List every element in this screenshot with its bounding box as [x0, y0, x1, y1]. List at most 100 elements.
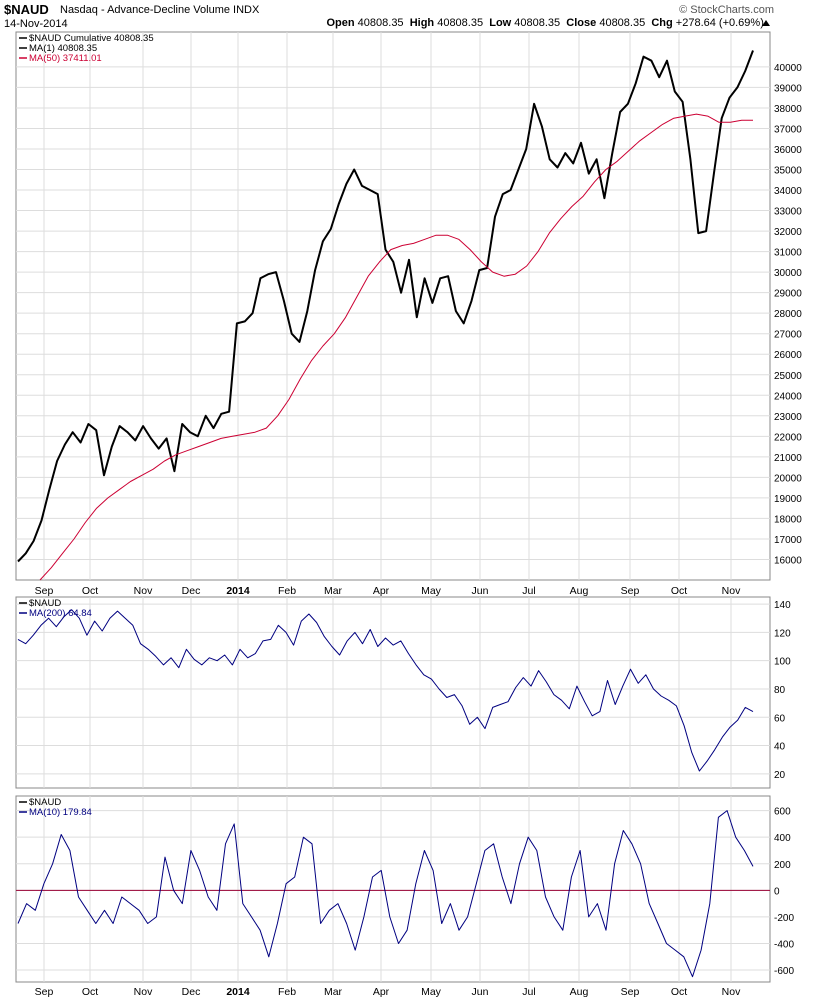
x-tick-label: Nov	[134, 986, 153, 998]
y-tick-label: 20	[774, 770, 786, 781]
y-tick-label: 40000	[774, 63, 802, 74]
y-tick-label: 18000	[774, 514, 802, 525]
y-tick-label: 31000	[774, 248, 802, 259]
y-tick-label: 20000	[774, 473, 802, 484]
close-value: 40808.35	[599, 17, 646, 29]
quote-summary: Open 40808.35 High 40808.35 Low 40808.35…	[326, 17, 770, 29]
high-value: 40808.35	[437, 17, 484, 29]
y-tick-label: 400	[774, 833, 791, 844]
low-value: 40808.35	[514, 17, 561, 29]
x-tick-label: May	[421, 986, 442, 998]
x-tick-label: Jul	[522, 585, 535, 597]
x-tick-label: Nov	[722, 986, 741, 998]
x-tick-label: Aug	[570, 986, 589, 998]
legend-entry: MA(200) 64.84	[29, 608, 92, 619]
x-tick-label: Oct	[671, 986, 687, 998]
x-tick-label: Oct	[82, 585, 98, 597]
panel-3-series-1-line	[17, 810, 754, 978]
x-tick-label: Jun	[472, 585, 489, 597]
legend-entry: $NAUD	[29, 598, 61, 609]
chart-header: $NAUD Nasdaq - Advance-Decline Volume IN…	[0, 0, 820, 32]
y-tick-label: 24000	[774, 391, 802, 402]
y-tick-label: 16000	[774, 555, 802, 566]
legend-entry: $NAUD Cumulative 40808.35	[29, 33, 154, 44]
y-tick-label: 200	[774, 860, 791, 871]
y-tick-label: 38000	[774, 104, 802, 115]
y-tick-label: 37000	[774, 124, 802, 135]
y-tick-label: 100	[774, 657, 791, 668]
stockcharts-watermark: © StockCharts.com	[679, 4, 774, 16]
y-tick-label: 36000	[774, 145, 802, 156]
change-value: +278.64 (+0.69%)	[675, 17, 764, 29]
y-tick-label: 29000	[774, 289, 802, 300]
y-tick-label: 40	[774, 742, 786, 753]
y-tick-label: 39000	[774, 83, 802, 94]
y-tick-label: 27000	[774, 330, 802, 341]
panel-2-series-1-line	[17, 609, 754, 772]
y-tick-label: 23000	[774, 412, 802, 423]
y-tick-label: 33000	[774, 207, 802, 218]
exchange-label: INDX	[233, 4, 260, 16]
y-tick-label: 140	[774, 600, 791, 611]
x-tick-label: Nov	[134, 585, 153, 597]
y-tick-label: 21000	[774, 453, 802, 464]
y-tick-label: 17000	[774, 535, 802, 546]
x-tick-label: Dec	[182, 986, 201, 998]
panel-1-series-2-line	[39, 113, 753, 581]
y-tick-label: 22000	[774, 432, 802, 443]
x-tick-label: Sep	[621, 585, 640, 597]
y-tick-label: -400	[774, 939, 794, 950]
y-tick-label: -600	[774, 966, 794, 977]
y-tick-label: 60	[774, 713, 786, 724]
x-tick-label: Sep	[35, 986, 54, 998]
x-tick-label: Apr	[373, 585, 390, 597]
x-tick-label: Oct	[82, 986, 98, 998]
x-tick-label: Aug	[570, 585, 589, 597]
panel-1-series-1-line	[17, 50, 754, 563]
x-tick-label: Mar	[324, 986, 343, 998]
legend-entry: $NAUD	[29, 797, 61, 808]
open-value: 40808.35	[357, 17, 404, 29]
x-tick-label: Feb	[278, 585, 296, 597]
high-label: High	[409, 17, 435, 29]
y-tick-label: 80	[774, 685, 786, 696]
y-tick-label: 26000	[774, 350, 802, 361]
symbol-title: $NAUD	[4, 2, 49, 17]
legend-entry: MA(10) 179.84	[29, 807, 92, 818]
y-tick-label: 30000	[774, 268, 802, 279]
x-tick-label: Dec	[182, 585, 201, 597]
panel-2-frame	[15, 596, 771, 789]
y-tick-label: 32000	[774, 227, 802, 238]
y-tick-label: -200	[774, 913, 794, 924]
y-tick-label: 25000	[774, 371, 802, 382]
x-tick-label: Jun	[472, 986, 489, 998]
y-tick-label: 28000	[774, 309, 802, 320]
x-tick-label: Sep	[35, 585, 54, 597]
x-tick-label: Nov	[722, 585, 741, 597]
x-tick-label: 2014	[226, 585, 250, 597]
change-label: Chg	[651, 17, 673, 29]
index-description: Nasdaq - Advance-Decline Volume	[60, 4, 230, 16]
x-tick-label: May	[421, 585, 442, 597]
y-tick-label: 120	[774, 628, 791, 639]
quote-date: 14-Nov-2014	[4, 18, 68, 30]
y-tick-label: 600	[774, 807, 791, 818]
x-tick-label: 2014	[226, 986, 250, 998]
y-tick-label: 0	[774, 886, 780, 897]
panel-1-frame	[15, 31, 771, 581]
x-tick-label: Mar	[324, 585, 343, 597]
y-tick-label: 19000	[774, 494, 802, 505]
x-tick-label: Apr	[373, 986, 390, 998]
x-tick-label: Sep	[621, 986, 640, 998]
close-label: Close	[566, 17, 597, 29]
y-tick-label: 35000	[774, 166, 802, 177]
low-label: Low	[489, 17, 512, 29]
x-tick-label: Jul	[522, 986, 535, 998]
index-name: Nasdaq - Advance-Decline Volume INDX	[60, 4, 259, 16]
legend-entry: MA(50) 37411.01	[29, 53, 102, 64]
panel-3-frame	[15, 795, 771, 983]
up-arrow-icon	[762, 20, 770, 26]
legend-entry: MA(1) 40808.35	[29, 43, 97, 54]
x-tick-label: Oct	[671, 585, 687, 597]
